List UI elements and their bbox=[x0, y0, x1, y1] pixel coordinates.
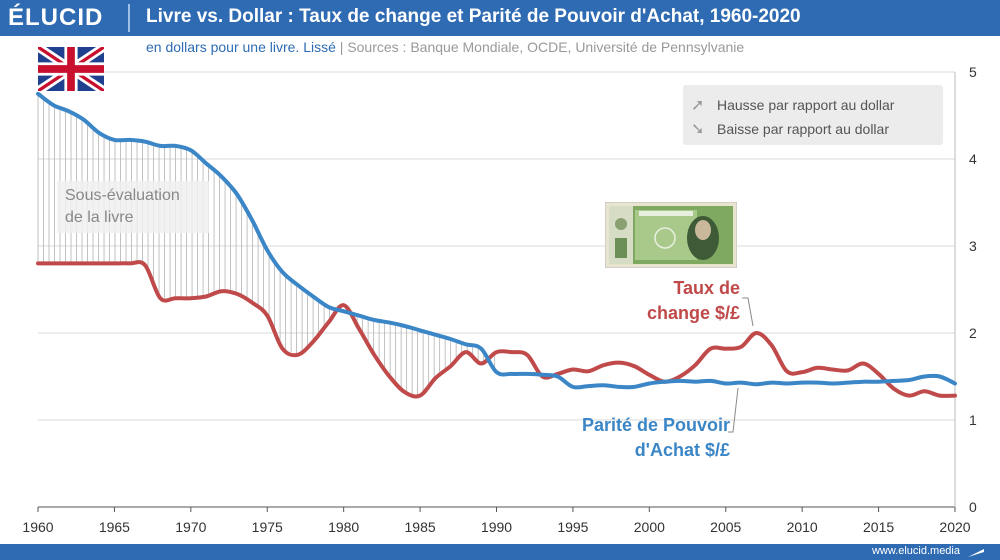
arrow-down-right-icon: ➘ bbox=[691, 121, 705, 138]
uk-flag-icon bbox=[38, 47, 104, 91]
brand-logo: ÉLUCID bbox=[8, 4, 104, 31]
x-tick-label: 1965 bbox=[99, 519, 130, 535]
exchange-label-line-1: Taux de bbox=[673, 278, 740, 298]
annotation-line-1: Sous-évaluation bbox=[65, 187, 180, 204]
x-tick-label: 1960 bbox=[22, 519, 53, 535]
y-tick-label: 0 bbox=[969, 499, 977, 515]
header-divider bbox=[128, 4, 130, 32]
ppp-line bbox=[36, 91, 957, 390]
y-tick-label: 1 bbox=[969, 412, 977, 428]
legend-up-row: ➚ Hausse par rapport au dollar bbox=[691, 95, 894, 115]
x-tick-label: 1980 bbox=[328, 519, 359, 535]
legend-down-row: ➘ Baisse par rapport au dollar bbox=[691, 119, 889, 139]
subtitle-unit: en dollars pour une livre. Lissé bbox=[146, 39, 336, 55]
exchange-label-line-2: change $/£ bbox=[646, 303, 740, 323]
subtitle-separator: | bbox=[339, 39, 344, 55]
subtitle-sources: Sources : Banque Mondiale, OCDE, Univers… bbox=[347, 39, 745, 55]
y-tick-label: 4 bbox=[969, 151, 977, 167]
pound-banknote-image bbox=[605, 202, 737, 268]
x-tick-label: 2010 bbox=[787, 519, 818, 535]
chart-subtitle: en dollars pour une livre. Lissé | Sourc… bbox=[146, 39, 744, 55]
exchange-rate-line bbox=[36, 260, 957, 399]
axes: 1960 1965 1970 1975 1980 1985 1990 1995 2000 2005… bbox=[22, 64, 977, 535]
ppp-label-line-2: d'Achat $/£ bbox=[634, 440, 730, 460]
ppp-label-leader bbox=[728, 387, 739, 433]
x-tick-label: 1975 bbox=[252, 519, 283, 535]
undervaluation-hatching bbox=[37, 93, 496, 396]
direction-legend: ➚ Hausse par rapport au dollar ➘ Baisse pa… bbox=[683, 85, 943, 145]
legend-down-label: Baisse par rapport au dollar bbox=[717, 121, 889, 137]
ppp-label: Parité de Pouvoir d'Achat $/£ bbox=[540, 413, 730, 463]
y-tick-label: 3 bbox=[969, 238, 977, 254]
x-tick-label: 2015 bbox=[863, 519, 894, 535]
ppp-label-line-1: Parité de Pouvoir bbox=[581, 415, 730, 435]
undervaluation-annotation: Sous-évaluation de la livre bbox=[57, 181, 209, 233]
x-tick-label: 1970 bbox=[175, 519, 206, 535]
exchange-label-leader bbox=[742, 297, 754, 327]
x-tick-label: 1990 bbox=[481, 519, 512, 535]
x-tick-label: 1995 bbox=[557, 519, 588, 535]
annotation-line-2: de la livre bbox=[65, 209, 134, 226]
y-tick-label: 2 bbox=[969, 325, 977, 341]
chart-title: Livre vs. Dollar : Taux de change et Par… bbox=[146, 6, 801, 27]
arrow-up-right-icon: ➚ bbox=[691, 97, 705, 114]
y-tick-label: 5 bbox=[969, 64, 977, 80]
label-leaders bbox=[728, 297, 754, 433]
elucid-mark-icon bbox=[968, 549, 984, 557]
exchange-rate-label: Taux de change $/£ bbox=[600, 276, 740, 326]
x-tick-label: 2000 bbox=[634, 519, 665, 535]
legend-up-label: Hausse par rapport au dollar bbox=[717, 97, 895, 113]
x-tick-label: 1985 bbox=[405, 519, 436, 535]
x-tick-label: 2020 bbox=[939, 519, 970, 535]
footer-bar bbox=[0, 544, 1000, 560]
x-tick-label: 2005 bbox=[710, 519, 741, 535]
gridlines bbox=[38, 71, 955, 421]
header-bar bbox=[0, 0, 1000, 36]
website-link[interactable]: www.elucid.media bbox=[871, 545, 960, 557]
series-lines bbox=[36, 91, 957, 399]
